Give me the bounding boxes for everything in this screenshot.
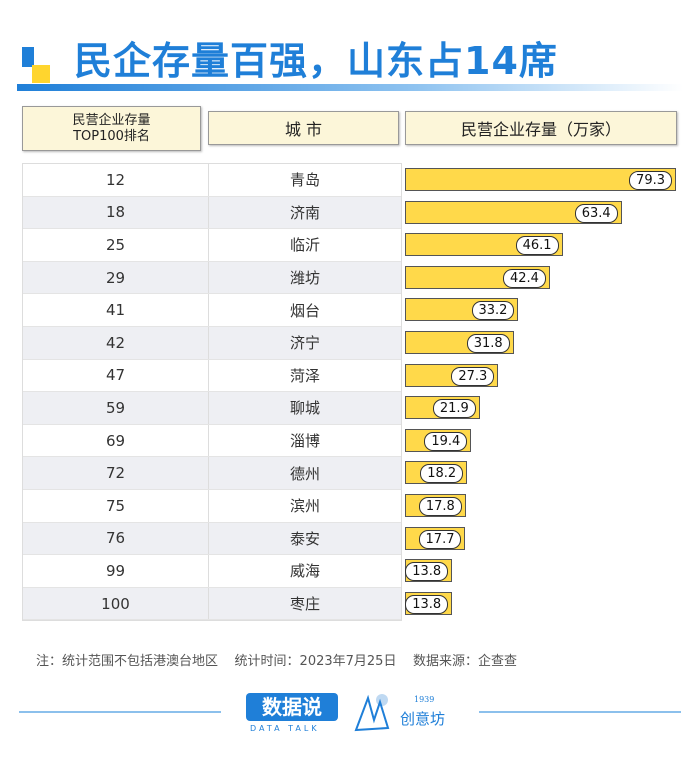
city-cell: 潍坊 xyxy=(289,269,320,288)
title-square-blue-icon xyxy=(22,47,34,67)
table-row: 18 济南 xyxy=(23,196,401,230)
bar-value-label: 42.4 xyxy=(502,268,546,288)
bar: 18.2 xyxy=(405,461,468,485)
table-row: 76 泰安 xyxy=(23,522,401,556)
table-row: 59 聊城 xyxy=(23,392,401,425)
bar: 13.8 xyxy=(405,559,453,583)
bar-value-label: 13.8 xyxy=(405,594,449,614)
rank-cell: 18 xyxy=(23,196,209,229)
bar: 46.1 xyxy=(405,233,563,257)
bar-value-label: 63.4 xyxy=(574,203,618,223)
bar: 17.8 xyxy=(405,494,466,517)
data-talk-logo-sub: DATA TALK xyxy=(250,724,320,733)
city-cell: 滨州 xyxy=(289,497,320,516)
city-cell: 淄博 xyxy=(289,432,320,451)
header-rank: 民营企业存量 TOP100排名 xyxy=(22,106,201,151)
bar: 19.4 xyxy=(405,428,472,452)
note-date: 统计时间：2023年7月25日 xyxy=(234,654,397,669)
note-source: 数据来源：企查查 xyxy=(412,654,517,669)
bar: 31.8 xyxy=(405,331,514,354)
table-row: 12 青岛 xyxy=(23,164,401,197)
table-row: 47 菏泽 xyxy=(23,359,401,393)
header-value: 民营企业存量（万家） xyxy=(405,111,677,145)
rank-cell: 29 xyxy=(23,261,209,294)
logo-name: 创意坊 xyxy=(400,710,445,728)
table-row: 29 潍坊 xyxy=(23,261,401,295)
rank-cell: 100 xyxy=(23,587,209,620)
header-rank-line1: 民营企业存量 xyxy=(72,112,151,128)
bar: 21.9 xyxy=(405,396,480,420)
bar-value-label: 46.1 xyxy=(515,236,559,256)
bar-value-label: 18.2 xyxy=(420,464,464,484)
footer-note: 注：统计范围不包括港澳台地区 统计时间：2023年7月25日 数据来源：企查查 xyxy=(36,650,517,669)
bar-value-label: 17.7 xyxy=(418,529,462,549)
bar: 17.7 xyxy=(405,526,466,550)
city-cell: 枣庄 xyxy=(289,595,320,614)
bar-value-label: 21.9 xyxy=(432,399,476,419)
city-cell: 泰安 xyxy=(289,529,320,548)
rank-cell: 25 xyxy=(23,229,209,261)
city-cell: 威海 xyxy=(289,562,320,581)
note-scope: 注：统计范围不包括港澳台地区 xyxy=(36,654,219,669)
table-row: 100 枣庄 xyxy=(23,587,401,621)
bar-value-label: 27.3 xyxy=(451,366,495,386)
bar-value-label: 19.4 xyxy=(424,431,468,451)
rank-cell: 69 xyxy=(23,424,209,457)
data-talk-logo: 数据说 xyxy=(246,693,338,721)
bar: 27.3 xyxy=(405,363,499,387)
rank-cell: 76 xyxy=(23,522,209,555)
table-row: 69 淄博 xyxy=(23,424,401,458)
bar-chart: 79.3 63.4 46.1 42.4 33.2 31.8 27.3 21.9 19.4 18.2… xyxy=(405,163,695,623)
table-row: 99 威海 xyxy=(23,555,401,588)
table-row: 75 滨州 xyxy=(23,489,401,523)
logo-year: 1939 xyxy=(414,695,434,704)
bar-value-label: 79.3 xyxy=(629,171,672,190)
bar-value-label: 17.8 xyxy=(418,497,462,516)
page-title: 民企存量百强，山东占14席 xyxy=(74,39,558,83)
city-cell: 烟台 xyxy=(289,301,320,320)
table-row: 72 德州 xyxy=(23,457,401,490)
city-cell: 德州 xyxy=(289,464,320,483)
city-cell: 济宁 xyxy=(289,334,320,353)
city-cell: 青岛 xyxy=(289,171,320,190)
title-underline xyxy=(17,84,683,91)
table-row: 25 临沂 xyxy=(23,229,401,262)
header-city: 城 市 xyxy=(208,111,399,145)
rank-cell: 42 xyxy=(23,326,209,359)
title-square-yellow-icon xyxy=(32,65,50,83)
bar-value-label: 33.2 xyxy=(471,301,515,321)
bar: 79.3 xyxy=(405,168,676,191)
ranking-table: 12 青岛 18 济南 25 临沂 29 潍坊 41 烟台 42 济宁 47 菏泽 59 聊城 69 淄博 72 德州… xyxy=(22,163,402,622)
bar-value-label: 31.8 xyxy=(466,334,510,353)
table-row: 41 烟台 xyxy=(23,294,401,327)
bar: 13.8 xyxy=(405,591,453,615)
rank-cell: 99 xyxy=(23,555,209,587)
city-cell: 济南 xyxy=(289,203,320,222)
rank-cell: 47 xyxy=(23,359,209,392)
rank-cell: 59 xyxy=(23,392,209,424)
rank-cell: 41 xyxy=(23,294,209,326)
footer-divider-left xyxy=(19,711,221,713)
bar: 42.4 xyxy=(405,265,550,289)
footer-divider-right xyxy=(479,711,681,713)
rank-cell: 75 xyxy=(23,489,209,522)
table-row: 42 济宁 xyxy=(23,326,401,360)
city-cell: 聊城 xyxy=(289,399,320,418)
rank-cell: 12 xyxy=(23,164,209,196)
bar: 33.2 xyxy=(405,298,519,322)
header-rank-line2: TOP100排名 xyxy=(73,128,150,144)
rank-cell: 72 xyxy=(23,457,209,489)
bar: 63.4 xyxy=(405,200,622,224)
city-cell: 菏泽 xyxy=(289,366,320,385)
chuangyifang-logo: 1939 创意坊 xyxy=(354,694,445,732)
bar-value-label: 13.8 xyxy=(405,562,449,582)
city-cell: 临沂 xyxy=(289,236,320,255)
